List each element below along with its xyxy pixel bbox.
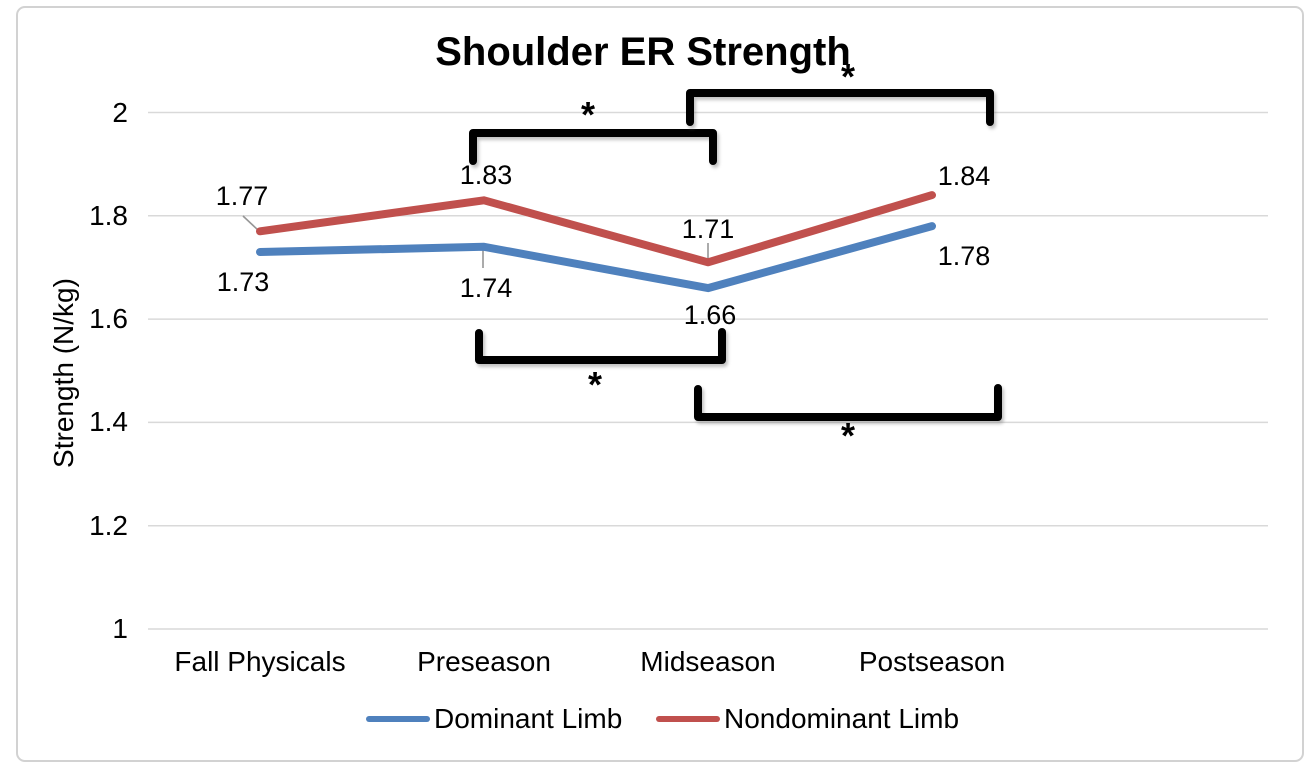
x-tick-label-preseason: Preseason bbox=[417, 646, 551, 677]
y-tick-label: 1.6 bbox=[89, 303, 128, 335]
data-label-leader-line bbox=[242, 215, 260, 232]
y-tick-label: 1.2 bbox=[89, 509, 128, 541]
significance-asterisk: * bbox=[841, 415, 855, 456]
legend-swatch bbox=[656, 716, 720, 722]
y-tick-label: 1.8 bbox=[89, 199, 128, 231]
y-axis-title: Strength (N/kg) bbox=[48, 278, 79, 468]
significance-bracket-midseason-postseason bbox=[686, 89, 994, 126]
chart-title: Shoulder ER Strength bbox=[435, 30, 851, 74]
significance-asterisk: * bbox=[841, 56, 855, 97]
x-tick-label-midseason: Midseason bbox=[640, 646, 776, 677]
significance-bracket-preseason-midseason bbox=[469, 129, 717, 165]
significance-asterisk: * bbox=[581, 94, 595, 135]
y-tick-label: 1.4 bbox=[89, 406, 128, 438]
legend-swatch bbox=[366, 716, 430, 722]
significance-bracket-midseason-postseason bbox=[694, 384, 1002, 421]
legend-label: Dominant Limb bbox=[434, 703, 623, 734]
y-tick-label: 2 bbox=[112, 96, 128, 128]
x-tick-label-postseason: Postseason bbox=[858, 646, 1006, 677]
data-label: 1.78 bbox=[937, 241, 991, 271]
data-label: 1.74 bbox=[459, 273, 513, 303]
y-tick-label: 1 bbox=[112, 613, 128, 644]
data-label: 1.77 bbox=[215, 181, 269, 211]
series-line-dominant-limb bbox=[256, 222, 936, 293]
data-label: 1.84 bbox=[937, 161, 991, 191]
x-tick-label-fall-physicals: Fall Physicals bbox=[174, 646, 346, 677]
data-label: 1.66 bbox=[683, 300, 737, 330]
significance-bracket-preseason-midseason bbox=[475, 328, 726, 364]
series-line-nondominant-limb bbox=[256, 191, 936, 267]
data-label: 1.73 bbox=[216, 267, 270, 297]
legend-label: Nondominant Limb bbox=[724, 703, 960, 734]
data-label: 1.83 bbox=[459, 160, 513, 190]
significance-asterisk: * bbox=[588, 364, 602, 405]
data-label: 1.71 bbox=[681, 214, 735, 244]
